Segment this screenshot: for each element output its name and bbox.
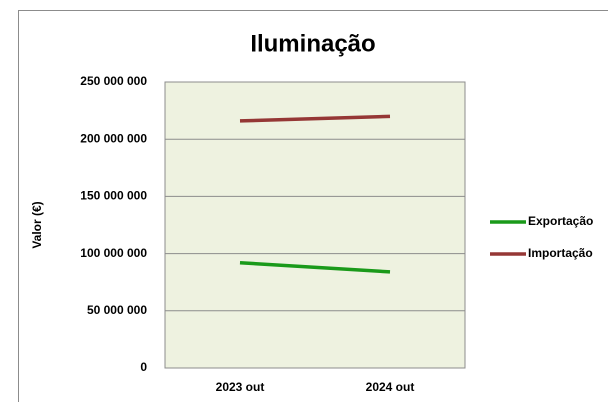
x-tick-label: 2023 out: [216, 380, 265, 394]
y-axis-label: Valor (€): [30, 201, 44, 248]
chart-title: Iluminação: [250, 30, 375, 57]
legend-label: Exportação: [528, 214, 593, 228]
y-tick-label: 0: [140, 360, 147, 374]
series-line: [239, 261, 391, 274]
series-line: [239, 114, 391, 123]
y-tick-label: 50 000 000: [87, 303, 147, 317]
y-tick-label: 150 000 000: [80, 189, 147, 203]
plot-area: [164, 81, 466, 369]
x-tick-label: 2024 out: [366, 380, 415, 394]
legend-label: Importação: [528, 246, 593, 260]
y-tick-label: 250 000 000: [80, 74, 147, 88]
y-tick-label: 100 000 000: [80, 246, 147, 260]
y-tick-label: 200 000 000: [80, 131, 147, 145]
